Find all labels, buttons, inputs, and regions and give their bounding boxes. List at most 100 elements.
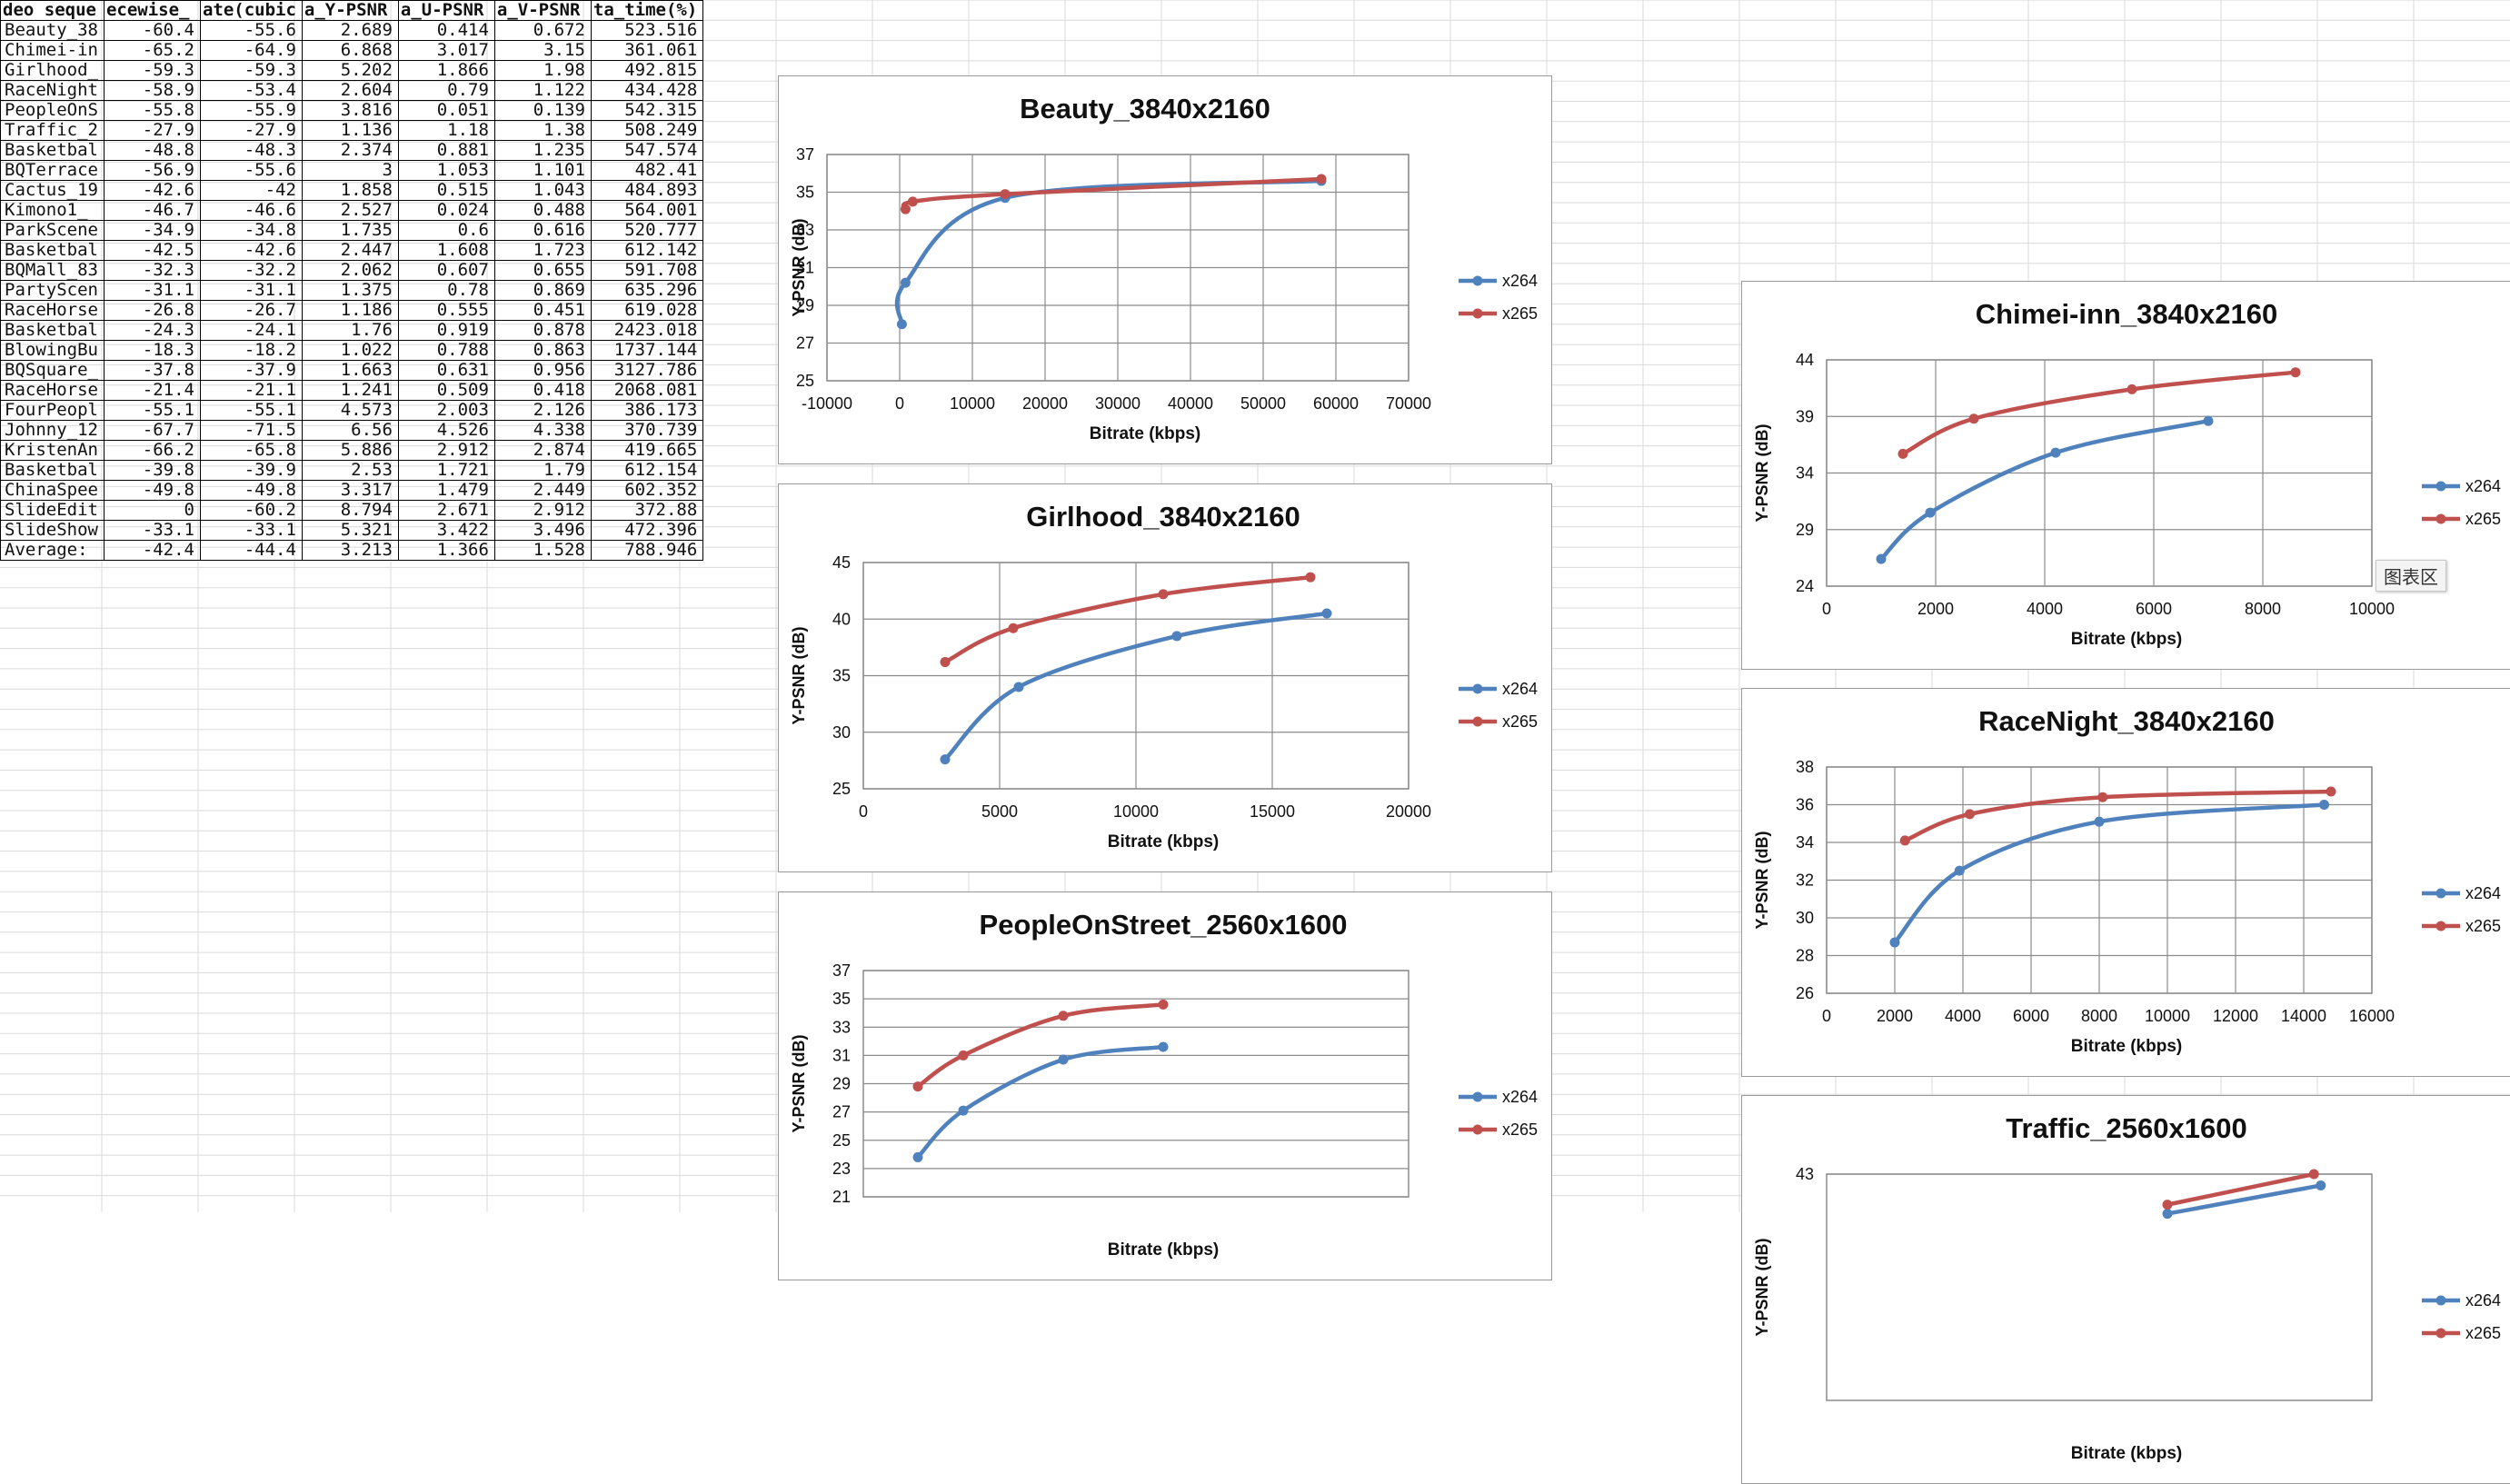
value-cell[interactable]: 3.496	[493, 520, 592, 541]
data-point-x264[interactable]	[2162, 1209, 2173, 1220]
value-cell[interactable]: 0.451	[493, 300, 592, 321]
legend-label[interactable]: x265	[1502, 304, 1538, 323]
value-cell[interactable]: 635.296	[590, 280, 704, 301]
value-cell[interactable]: 0.878	[493, 320, 592, 341]
value-cell[interactable]: 1.053	[397, 160, 495, 181]
value-cell[interactable]: 2.689	[301, 20, 399, 41]
chart-racenight[interactable]: RaceNight_3840x2160 26 28 30 32 34 36 38 0 2000 40…	[1741, 688, 2510, 1077]
data-point-x264[interactable]	[1954, 865, 1965, 876]
value-cell[interactable]: -58.9	[103, 80, 201, 101]
value-cell[interactable]: 612.154	[590, 460, 704, 481]
data-point-x264[interactable]	[2050, 447, 2061, 458]
value-cell[interactable]: 0.051	[397, 100, 495, 121]
value-cell[interactable]: -56.9	[103, 160, 201, 181]
value-cell[interactable]: 0	[103, 500, 201, 521]
value-cell[interactable]: 3127.786	[590, 360, 704, 381]
value-cell[interactable]: -27.9	[199, 120, 303, 141]
value-cell[interactable]: 2.912	[397, 440, 495, 461]
row-label-cell[interactable]: Basketbal	[0, 460, 105, 481]
row-label-cell[interactable]: BQSquare_	[0, 360, 105, 381]
value-cell[interactable]: -24.3	[103, 320, 201, 341]
row-label-cell[interactable]: Girlhood_	[0, 60, 105, 81]
value-cell[interactable]: -55.6	[199, 20, 303, 41]
value-cell[interactable]: -49.8	[103, 480, 201, 501]
row-label-cell[interactable]: Beauty_38	[0, 20, 105, 41]
series-line-x264[interactable]	[942, 611, 1330, 762]
row-label-cell[interactable]: Chimei-in	[0, 40, 105, 61]
value-cell[interactable]: 0.6	[397, 220, 495, 241]
value-cell[interactable]: -18.2	[199, 340, 303, 361]
value-cell[interactable]: 0.919	[397, 320, 495, 341]
row-label-cell[interactable]: BQMall_83	[0, 260, 105, 281]
value-cell[interactable]: -55.1	[199, 400, 303, 421]
chart-title[interactable]: Beauty_3840x2160	[1020, 93, 1270, 124]
data-point-x264[interactable]	[2203, 415, 2214, 426]
value-cell[interactable]: -21.1	[199, 380, 303, 401]
data-point-x264[interactable]	[1158, 1041, 1169, 1052]
value-cell[interactable]: 0.509	[397, 380, 495, 401]
chart-beauty[interactable]: Beauty_3840x2160 25 27 29 31 33 35 37 -10000 0 100…	[778, 75, 1552, 464]
row-label-cell[interactable]: Kimono1_	[0, 200, 105, 221]
value-cell[interactable]: -46.6	[199, 200, 303, 221]
value-cell[interactable]: 8.794	[301, 500, 399, 521]
data-point-x264[interactable]	[2319, 800, 2329, 810]
data-point-x265[interactable]	[958, 1050, 969, 1061]
value-cell[interactable]: 2.126	[493, 400, 592, 421]
row-label-cell[interactable]: Traffic_2	[0, 120, 105, 141]
row-label-cell[interactable]: Johnny_12	[0, 420, 105, 441]
value-cell[interactable]: 1.235	[493, 140, 592, 161]
value-cell[interactable]: 2.449	[493, 480, 592, 501]
data-point-x265[interactable]	[1158, 999, 1169, 1010]
value-cell[interactable]: -32.2	[199, 260, 303, 281]
y-axis-title[interactable]: Y-PSNR (dB)	[790, 1034, 808, 1132]
value-cell[interactable]: 372.88	[590, 500, 704, 521]
value-cell[interactable]: -71.5	[199, 420, 303, 441]
value-cell[interactable]: 370.739	[590, 420, 704, 441]
value-cell[interactable]: 2.604	[301, 80, 399, 101]
value-cell[interactable]: -49.8	[199, 480, 303, 501]
row-label-cell[interactable]: SlideShow	[0, 520, 105, 541]
value-cell[interactable]: -48.3	[199, 140, 303, 161]
value-cell[interactable]: -24.1	[199, 320, 303, 341]
value-cell[interactable]: -42.6	[103, 180, 201, 201]
value-cell[interactable]: 5.886	[301, 440, 399, 461]
value-cell[interactable]: 1.79	[493, 460, 592, 481]
value-cell[interactable]: 542.315	[590, 100, 704, 121]
value-cell[interactable]: 0.881	[397, 140, 495, 161]
value-cell[interactable]: 1.101	[493, 160, 592, 181]
data-point-x264[interactable]	[2316, 1180, 2326, 1190]
value-cell[interactable]: 419.665	[590, 440, 704, 461]
legend-label[interactable]: x265	[1502, 712, 1538, 731]
row-label-cell[interactable]: RaceNight	[0, 80, 105, 101]
legend-label[interactable]: x264	[2465, 884, 2501, 902]
value-cell[interactable]: 3.317	[301, 480, 399, 501]
value-cell[interactable]: -55.1	[103, 400, 201, 421]
value-cell[interactable]: 2.53	[301, 460, 399, 481]
value-cell[interactable]: 0.607	[397, 260, 495, 281]
value-cell[interactable]: 492.815	[590, 60, 704, 81]
row-label-cell[interactable]: Basketbal	[0, 140, 105, 161]
row-label-cell[interactable]: FourPeopl	[0, 400, 105, 421]
legend-label[interactable]: x264	[2465, 477, 2501, 495]
value-cell[interactable]: -55.8	[103, 100, 201, 121]
y-axis-title[interactable]: Y-PSNR (dB)	[790, 218, 808, 316]
value-cell[interactable]: 1.528	[493, 540, 592, 561]
x-axis-title[interactable]: Bitrate (kbps)	[1090, 424, 1200, 443]
value-cell[interactable]: -26.8	[103, 300, 201, 321]
value-cell[interactable]: 1.122	[493, 80, 592, 101]
data-point-x265[interactable]	[2097, 792, 2108, 802]
value-cell[interactable]: 0.956	[493, 360, 592, 381]
value-cell[interactable]: 619.028	[590, 300, 704, 321]
value-cell[interactable]: -34.9	[103, 220, 201, 241]
row-label-cell[interactable]: Cactus_19	[0, 180, 105, 201]
chart-title[interactable]: Girlhood_3840x2160	[1026, 501, 1300, 533]
value-cell[interactable]: 6.56	[301, 420, 399, 441]
value-cell[interactable]: -33.1	[199, 520, 303, 541]
chart-traffic[interactable]: Traffic_2560x1600 43 Bitrate (kbps) Y-PSNR …	[1741, 1095, 2510, 1484]
value-cell[interactable]: -26.7	[199, 300, 303, 321]
legend-label[interactable]: x265	[2465, 510, 2501, 528]
x-axis-title[interactable]: Bitrate (kbps)	[1108, 832, 1219, 852]
row-label-cell[interactable]: BQTerrace	[0, 160, 105, 181]
value-cell[interactable]: 1.721	[397, 460, 495, 481]
data-point-x265[interactable]	[940, 657, 951, 668]
